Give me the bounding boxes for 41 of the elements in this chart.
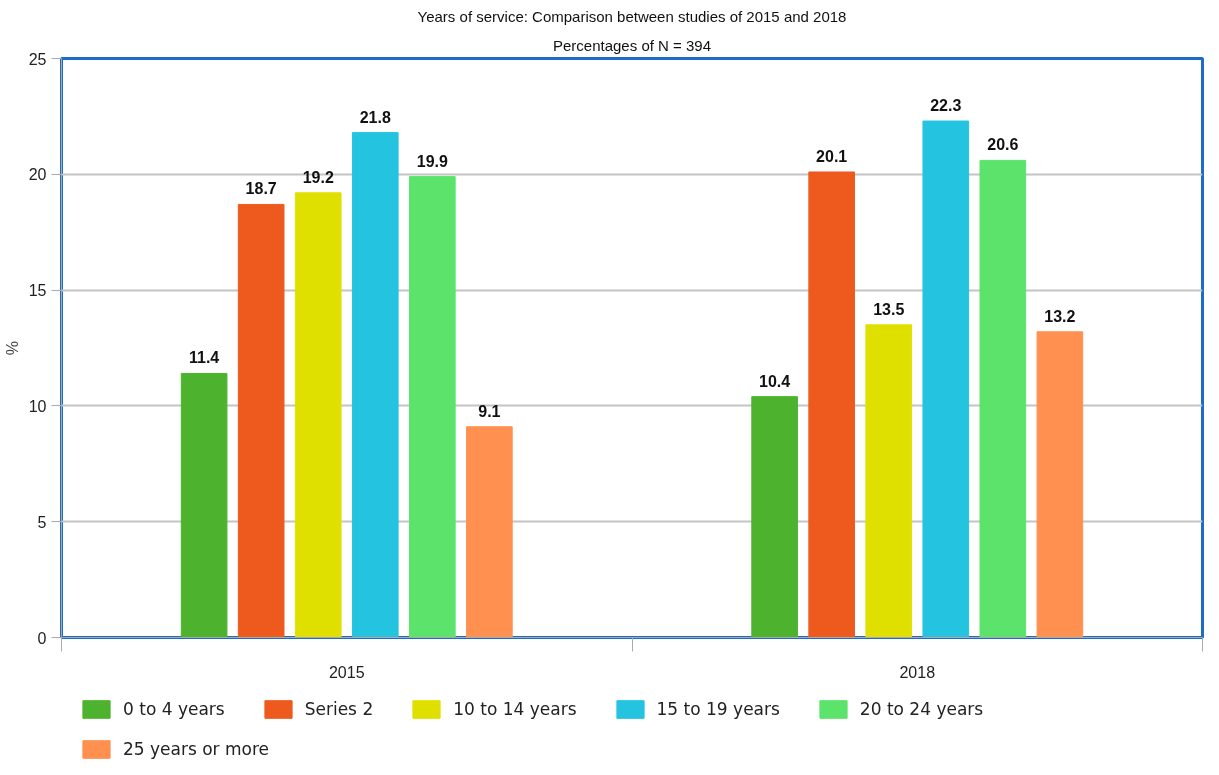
- bar: [466, 426, 513, 638]
- bar: [180, 372, 228, 638]
- legend-label: 0 to 4 years: [123, 699, 225, 719]
- legend-label: 10 to 14 years: [453, 699, 577, 719]
- y-tick-label: 20: [28, 166, 47, 184]
- bar: [751, 396, 798, 638]
- y-axis-title: %: [3, 340, 21, 356]
- data-label: 9.1: [478, 402, 501, 420]
- bar: [237, 203, 285, 638]
- chart-subtitle: Percentages of N = 394: [552, 36, 712, 54]
- data-label: 21.8: [359, 108, 391, 126]
- data-label: 20.1: [816, 147, 848, 165]
- legend-label: 20 to 24 years: [859, 699, 984, 719]
- x-tick-label: 2018: [899, 663, 936, 681]
- bar: [409, 176, 456, 638]
- y-tick-label: 5: [37, 513, 47, 531]
- bar: [1036, 331, 1084, 638]
- x-tick-label: 2015: [328, 663, 365, 681]
- data-label: 22.3: [930, 97, 962, 115]
- y-tick-label: 25: [28, 50, 47, 68]
- data-label: 13.5: [873, 300, 905, 318]
- data-label: 11.4: [189, 349, 220, 367]
- data-label: 13.2: [1044, 307, 1076, 325]
- y-tick-label: 10: [28, 397, 47, 415]
- data-label: 18.7: [245, 180, 277, 198]
- bar: [865, 324, 913, 638]
- chart-title: Years of service: Comparison between studies of 2015 and 2018: [417, 7, 847, 25]
- legend-label: 15 to 19 years: [656, 699, 780, 719]
- y-tick-label: 15: [28, 282, 47, 300]
- bar: [922, 120, 970, 638]
- data-label: 19.9: [416, 152, 448, 170]
- bar: [294, 192, 342, 638]
- y-tick-label: 0: [37, 629, 47, 647]
- bar: [351, 132, 399, 638]
- data-label: 19.2: [302, 168, 334, 186]
- bar: [808, 171, 855, 638]
- legend-label: Series 2: [304, 699, 374, 719]
- legend-label: 25 years or more: [123, 739, 270, 759]
- data-label: 20.6: [987, 136, 1019, 154]
- bar: [979, 159, 1027, 638]
- data-label: 10.4: [759, 372, 791, 390]
